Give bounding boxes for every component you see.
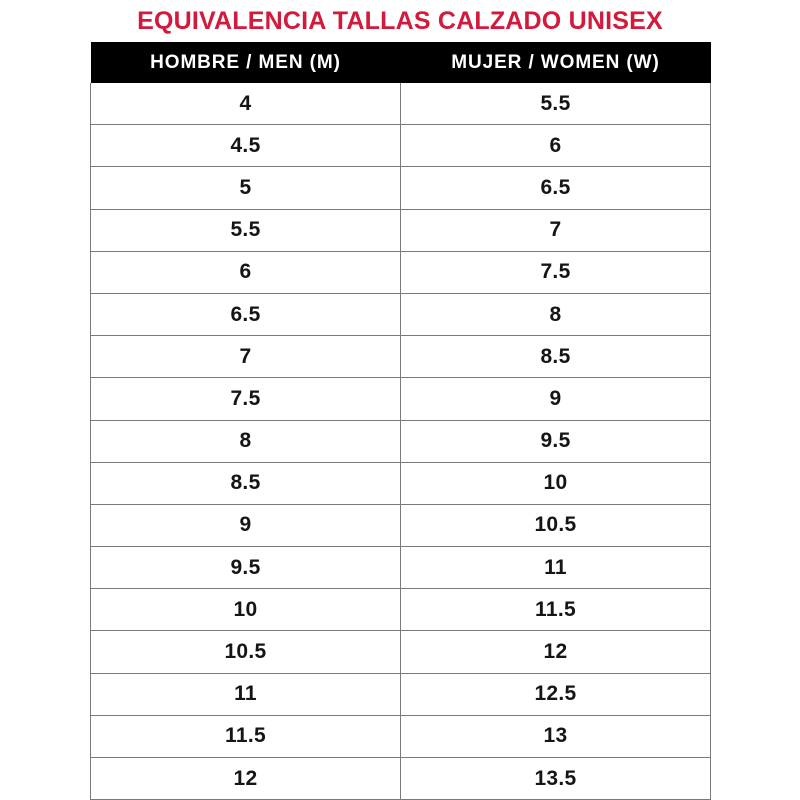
cell-men-size: 8 bbox=[90, 419, 401, 463]
cell-women-size: 6 bbox=[400, 124, 711, 168]
table-header-row: HOMBRE / MEN (M) MUJER / WOMEN (W) bbox=[90, 42, 711, 83]
column-header-women: MUJER / WOMEN (W) bbox=[400, 42, 711, 83]
cell-women-size: 10.5 bbox=[400, 503, 711, 548]
cell-men-size: 11.5 bbox=[90, 714, 401, 759]
cell-men-size: 5.5 bbox=[90, 208, 401, 252]
table-row: 9 10.5 bbox=[90, 503, 711, 548]
table-row: 8 9.5 bbox=[90, 419, 711, 463]
table-row: 10 11.5 bbox=[90, 588, 711, 632]
cell-women-size: 8.5 bbox=[400, 335, 711, 379]
cell-men-size: 12 bbox=[90, 756, 401, 800]
table-row: 7 8.5 bbox=[90, 335, 711, 379]
table-header: HOMBRE / MEN (M) MUJER / WOMEN (W) bbox=[90, 42, 711, 83]
table-row: 9.5 11 bbox=[90, 546, 711, 590]
cell-men-size: 9 bbox=[90, 503, 401, 548]
cell-men-size: 4 bbox=[90, 83, 401, 126]
cell-men-size: 8.5 bbox=[90, 461, 401, 505]
cell-men-size: 11 bbox=[90, 672, 401, 716]
cell-women-size: 5.5 bbox=[400, 83, 711, 126]
table-row: 6 7.5 bbox=[90, 250, 711, 294]
table-row: 11.5 13 bbox=[90, 714, 711, 759]
table-row: 5.5 7 bbox=[90, 208, 711, 252]
cell-women-size: 10 bbox=[400, 461, 711, 505]
cell-women-size: 12 bbox=[400, 630, 711, 674]
table-row: 7.5 9 bbox=[90, 377, 711, 421]
table-row: 4 5.5 bbox=[90, 83, 711, 126]
cell-women-size: 9 bbox=[400, 377, 711, 421]
cell-women-size: 11.5 bbox=[400, 588, 711, 632]
cell-women-size: 9.5 bbox=[400, 419, 711, 463]
cell-men-size: 6 bbox=[90, 250, 401, 294]
cell-women-size: 13.5 bbox=[400, 756, 711, 800]
cell-women-size: 7.5 bbox=[400, 250, 711, 294]
cell-men-size: 5 bbox=[90, 166, 401, 210]
table-row: 11 12.5 bbox=[90, 672, 711, 716]
table-row: 8.5 10 bbox=[90, 461, 711, 505]
table-body: 4 5.5 4.5 6 5 6.5 5.5 7 6 7.5 6.5 8 7 8.5 7.5 9 8 9.5 8.5 1… bbox=[90, 83, 711, 800]
cell-women-size: 6.5 bbox=[400, 166, 711, 210]
cell-women-size: 7 bbox=[400, 208, 711, 252]
table-row: 10.5 12 bbox=[90, 630, 711, 674]
cell-women-size: 12.5 bbox=[400, 672, 711, 716]
cell-men-size: 10.5 bbox=[90, 630, 401, 674]
column-header-men: HOMBRE / MEN (M) bbox=[90, 42, 401, 83]
table-row: 5 6.5 bbox=[90, 166, 711, 210]
cell-women-size: 13 bbox=[400, 714, 711, 759]
cell-men-size: 7 bbox=[90, 335, 401, 379]
page-title: EQUIVALENCIA TALLAS CALZADO UNISEX bbox=[137, 7, 663, 35]
cell-men-size: 6.5 bbox=[90, 292, 401, 337]
table-row: 4.5 6 bbox=[90, 124, 711, 168]
table-row: 6.5 8 bbox=[90, 292, 711, 337]
table-row: 12 13.5 bbox=[90, 756, 711, 800]
shoe-size-equivalence-table: HOMBRE / MEN (M) MUJER / WOMEN (W) 4 5.5 4… bbox=[90, 42, 711, 800]
cell-women-size: 8 bbox=[400, 292, 711, 337]
cell-men-size: 7.5 bbox=[90, 377, 401, 421]
cell-women-size: 11 bbox=[400, 546, 711, 590]
cell-men-size: 10 bbox=[90, 588, 401, 632]
cell-men-size: 9.5 bbox=[90, 546, 401, 590]
cell-men-size: 4.5 bbox=[90, 124, 401, 168]
